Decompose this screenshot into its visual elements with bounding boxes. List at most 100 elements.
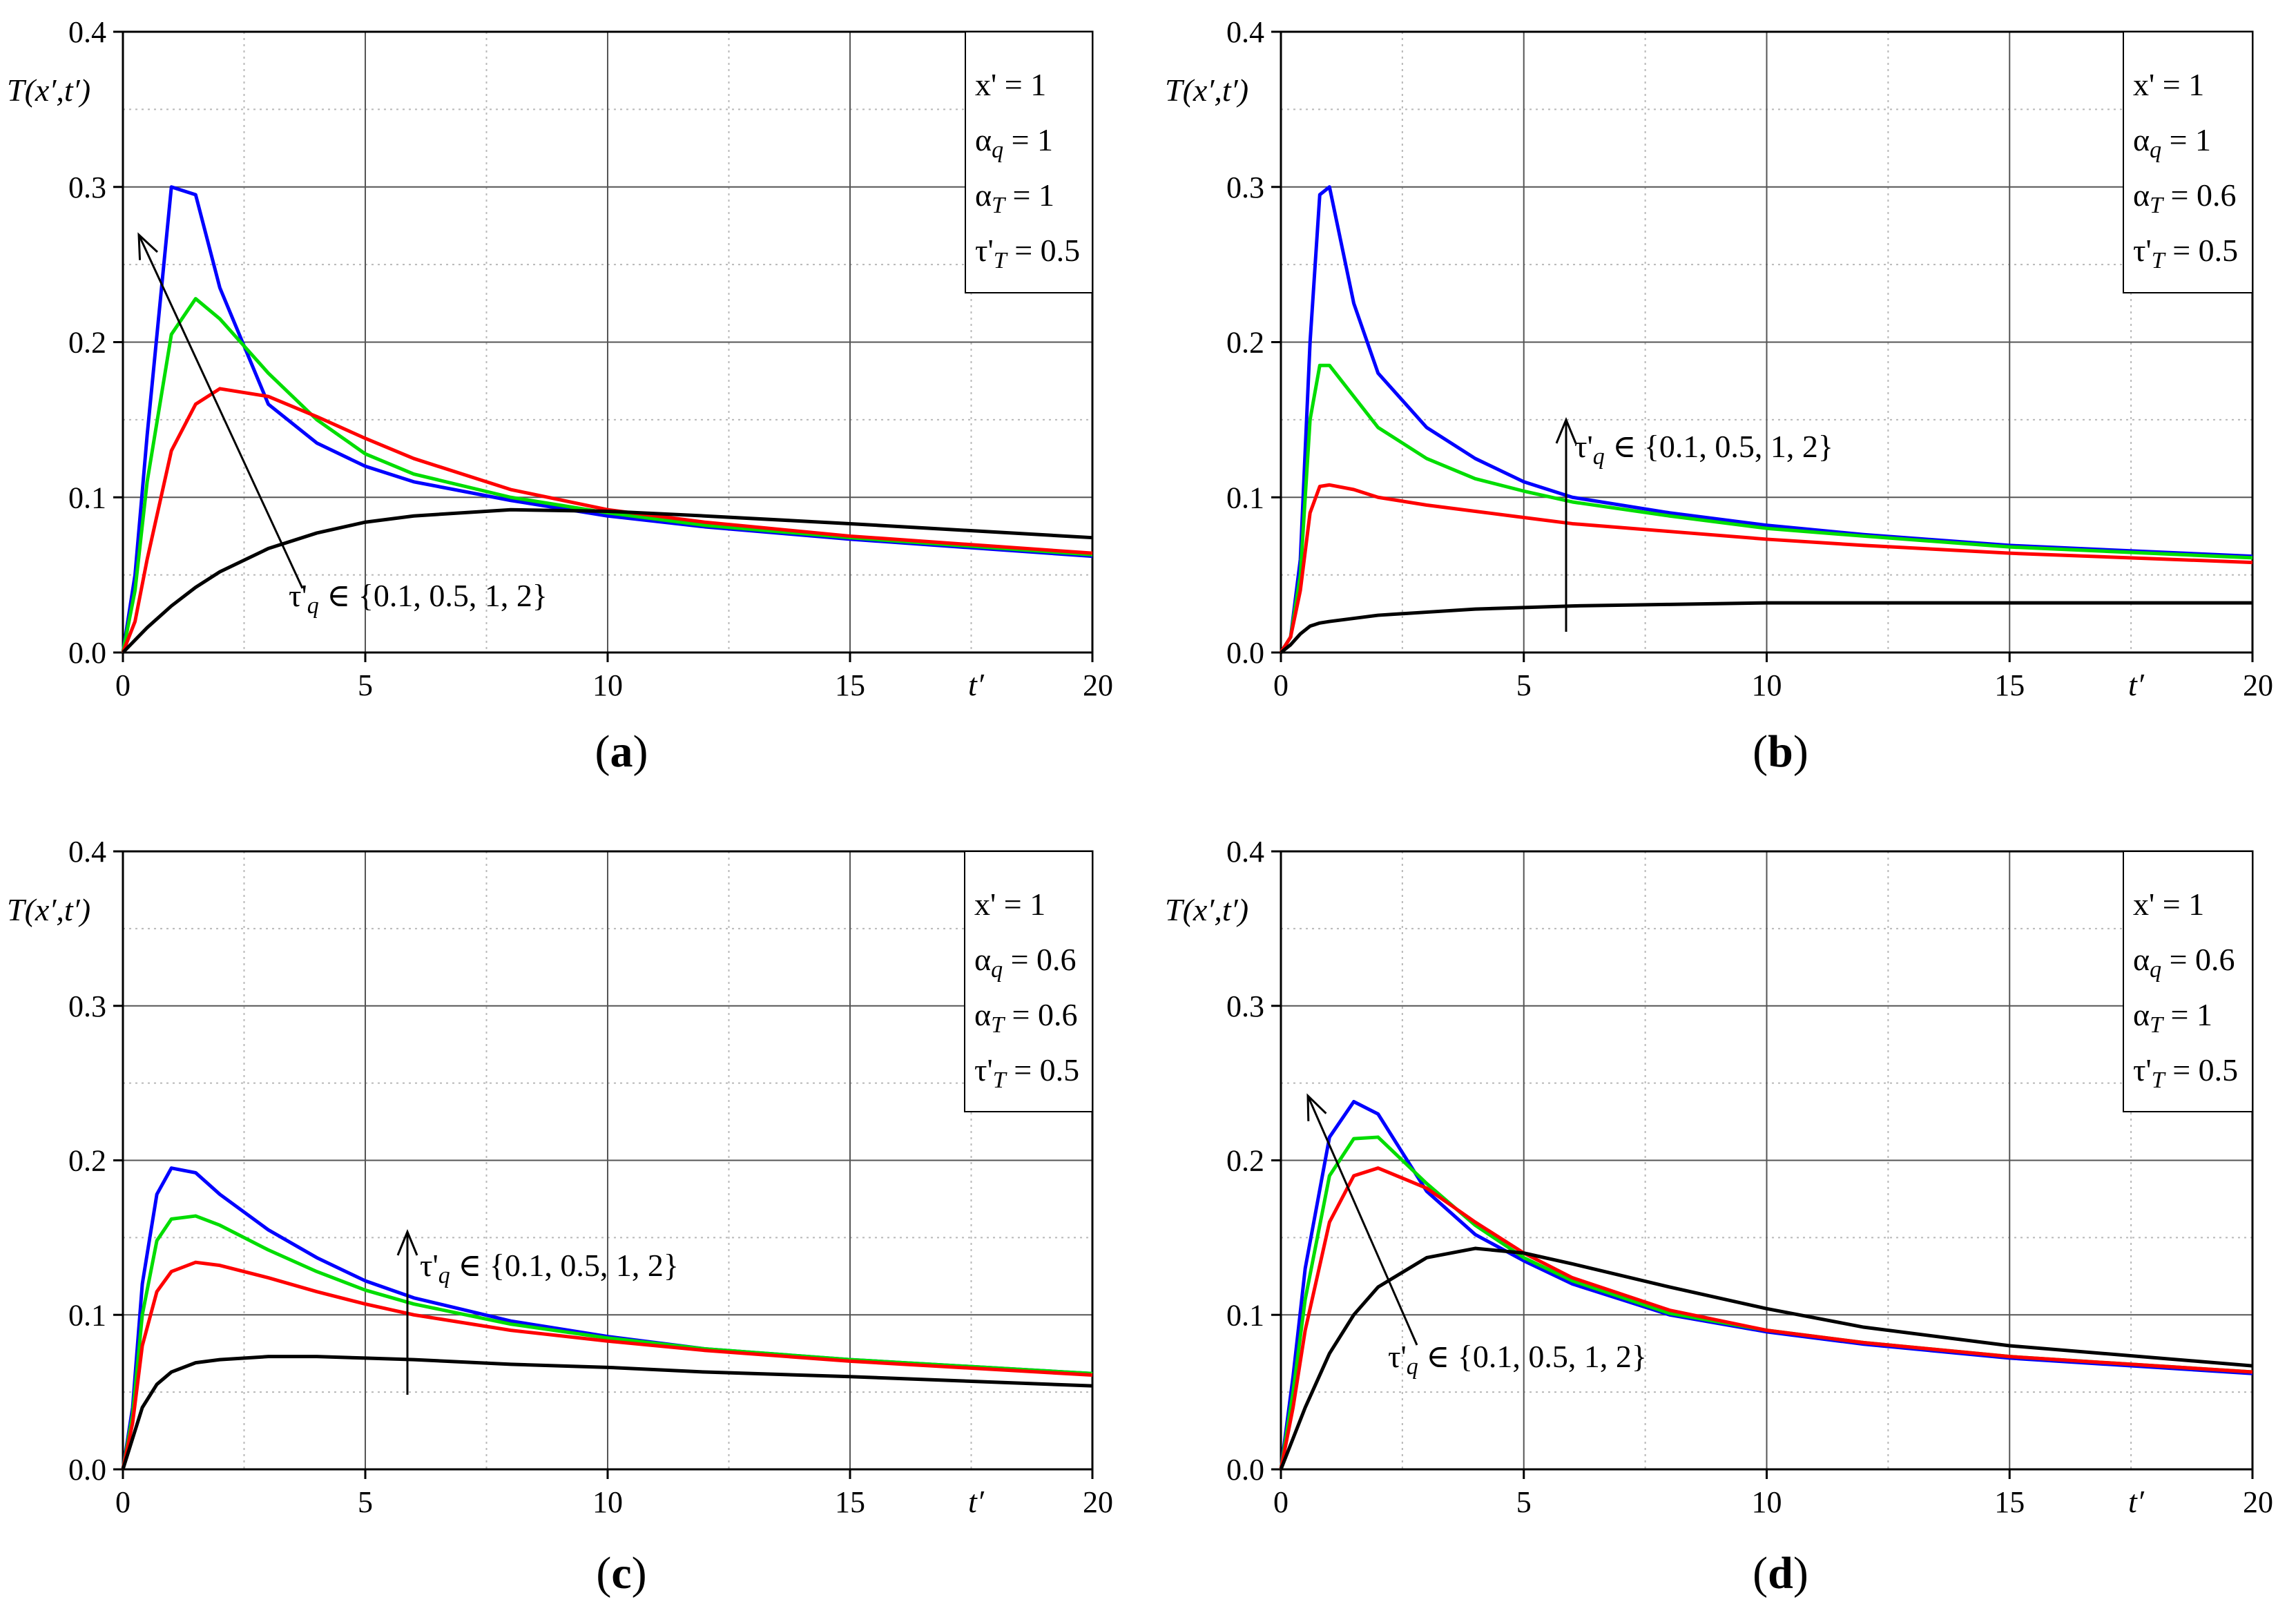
x-tick-label: 5: [358, 668, 373, 702]
annotation-arrowhead: [1555, 417, 1577, 444]
y-tick-label: 0.3: [68, 171, 106, 204]
y-tick-label: 0.0: [68, 1453, 106, 1487]
x-tick-label: 15: [835, 668, 865, 702]
x-tick-label: 20: [2243, 668, 2273, 702]
legend-entry: x' = 1: [974, 887, 1045, 922]
series-line: [121, 1260, 1093, 1470]
legend-entry: αq = 0.6: [974, 942, 1077, 983]
x-axis-label: t′: [968, 1484, 985, 1519]
legend-box: [2123, 31, 2253, 293]
x-tick-label: 5: [1516, 1485, 1532, 1519]
y-tick-label: 0.2: [68, 1144, 106, 1178]
y-tick-label: 0.0: [68, 636, 106, 670]
x-tick-label: 15: [1994, 668, 2025, 702]
y-tick-label: 0.4: [68, 835, 106, 869]
series-line: [1280, 601, 2252, 654]
legend-box: [2123, 851, 2253, 1112]
annotation-text: τ'q ∈ {0.1, 0.5, 1, 2}: [1388, 1339, 1647, 1380]
panel-caption: (a): [595, 726, 648, 777]
y-tick-label: 0.2: [1226, 326, 1264, 360]
y-tick-label: 0.1: [68, 481, 106, 514]
x-tick-label: 15: [835, 1485, 865, 1519]
y-tick-label: 0.4: [1226, 15, 1264, 49]
plot-frame: [122, 30, 1094, 654]
legend-entry: τ'T = 0.5: [2133, 1052, 2238, 1093]
panel-caption: (c): [596, 1548, 646, 1598]
legend-entry: αT = 1: [975, 177, 1054, 218]
x-tick-label: 10: [1752, 668, 1782, 702]
x-tick-label: 20: [1083, 1485, 1113, 1519]
annotation-text: τ'q ∈ {0.1, 0.5, 1, 2}: [289, 578, 548, 619]
panel-b: 0 5 10 15 20 0.0 0.1 0.2 0.3 0.4 T(x′,t′) t′ x' = 1 α…: [1165, 15, 2273, 777]
x-tick-label: 20: [1083, 668, 1113, 702]
x-tick-label: 10: [1752, 1485, 1782, 1519]
series-line: [121, 1214, 1093, 1470]
legend-entry: τ'T = 0.5: [975, 233, 1080, 273]
panel-caption: (d): [1753, 1548, 1808, 1598]
x-tick-label: 5: [1516, 668, 1532, 702]
legend-entry: αq = 1: [2133, 122, 2211, 163]
annotation-arrowhead: [1306, 1093, 1327, 1121]
series-line: [1279, 363, 2253, 654]
annotation-text: τ'q ∈ {0.1, 0.5, 1, 2}: [420, 1248, 679, 1288]
x-axis-label: t′: [2128, 667, 2145, 702]
y-tick-label: 0.4: [1226, 835, 1264, 869]
y-tick-label: 0.0: [1226, 1453, 1264, 1487]
series-line: [121, 387, 1093, 653]
legend-entry: αT = 0.6: [2133, 177, 2236, 218]
y-tick-label: 0.1: [1226, 481, 1264, 514]
y-tick-label: 0.4: [68, 15, 106, 49]
panel-a: 0 5 10 15 20 0.0 0.1 0.2 0.3 0.4 T(x′,t′) t′ x' = 1 α…: [7, 15, 1113, 777]
series-line: [121, 1355, 1093, 1470]
legend-entry: αq = 1: [975, 122, 1053, 163]
y-axis-label: T(x′,t′): [7, 892, 90, 927]
legend-entry: αq = 0.6: [2133, 942, 2235, 983]
series-line: [122, 508, 1093, 654]
y-tick-label: 0.3: [68, 989, 106, 1023]
y-axis-label: T(x′,t′): [1165, 892, 1248, 927]
legend-entry: τ'T = 0.5: [974, 1052, 1079, 1093]
series-line: [1279, 185, 2253, 654]
annotation-arrowhead: [137, 232, 159, 260]
y-tick-label: 0.1: [68, 1298, 106, 1332]
legend-entry: αT = 1: [2133, 997, 2212, 1038]
annotation-arrow: [1306, 1095, 1418, 1346]
x-tick-label: 0: [115, 1485, 131, 1519]
x-axis-label: t′: [968, 667, 985, 702]
legend-box: [965, 31, 1093, 293]
y-tick-label: 0.0: [1226, 636, 1264, 670]
y-axis-label: T(x′,t′): [1165, 72, 1248, 108]
x-tick-label: 0: [1273, 1485, 1289, 1519]
x-tick-label: 10: [592, 668, 623, 702]
legend-entry: αT = 0.6: [974, 997, 1077, 1038]
annotation-arrow: [137, 234, 304, 589]
y-tick-label: 0.2: [68, 326, 106, 360]
panel-caption: (b): [1753, 726, 1808, 777]
legend-entry: x' = 1: [975, 67, 1046, 102]
annotation-text: τ'q ∈ {0.1, 0.5, 1, 2}: [1574, 429, 1833, 470]
plot-frame: [1280, 30, 2254, 654]
x-tick-label: 0: [115, 668, 131, 702]
y-axis-label: T(x′,t′): [7, 72, 90, 108]
series-line: [121, 185, 1093, 653]
x-tick-label: 5: [358, 1485, 373, 1519]
plot-frame: [122, 850, 1094, 1471]
plot-frame: [1280, 850, 2254, 1471]
x-tick-label: 10: [592, 1485, 623, 1519]
series-line: [121, 297, 1093, 653]
legend-entry: x' = 1: [2133, 887, 2204, 922]
y-tick-label: 0.3: [1226, 171, 1264, 204]
annotation-arrowhead: [396, 1229, 418, 1256]
y-tick-label: 0.2: [1226, 1144, 1264, 1178]
legend-entry: τ'T = 0.5: [2133, 233, 2238, 273]
legend-entry: x' = 1: [2133, 67, 2204, 102]
panel-d: 0 5 10 15 20 0.0 0.1 0.2 0.3 0.4 T(x′,t′) t′ x' = 1 α…: [1165, 835, 2273, 1598]
panel-c: 0 5 10 15 20 0.0 0.1 0.2 0.3 0.4 T(x′,t′) t′ x' = 1 α…: [7, 835, 1113, 1598]
series-line: [1279, 1246, 2253, 1470]
y-tick-label: 0.3: [1226, 989, 1264, 1023]
series-line: [1279, 483, 2253, 654]
x-tick-label: 20: [2243, 1485, 2273, 1519]
x-tick-label: 15: [1994, 1485, 2025, 1519]
x-axis-label: t′: [2128, 1484, 2145, 1519]
